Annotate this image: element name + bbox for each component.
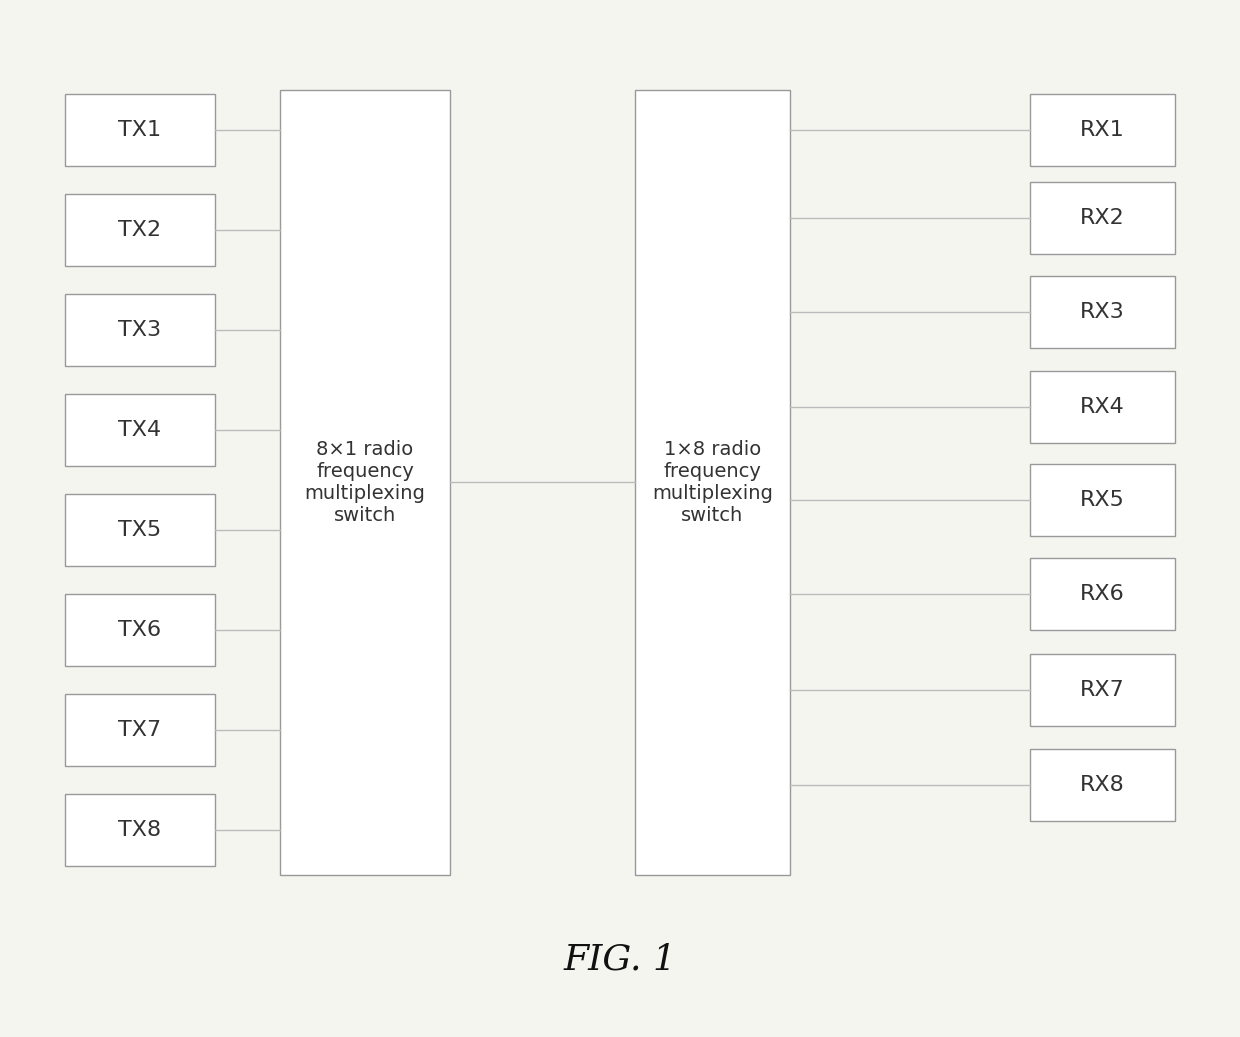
Text: TX1: TX1 (119, 120, 161, 140)
Text: RX4: RX4 (1080, 397, 1125, 417)
Text: 1×8 radio
frequency
multiplexing
switch: 1×8 radio frequency multiplexing switch (652, 440, 773, 525)
Bar (64, 394, 215, 466)
Bar (64, 694, 215, 766)
Bar (64, 94, 215, 166)
Bar (1030, 371, 1176, 443)
Bar (64, 295, 215, 366)
Text: FIG. 1: FIG. 1 (563, 943, 677, 977)
Text: TX7: TX7 (119, 720, 161, 740)
Bar (1030, 749, 1176, 821)
Bar (64, 594, 215, 666)
Text: RX8: RX8 (1080, 775, 1125, 795)
Text: TX4: TX4 (119, 420, 161, 440)
Bar (1030, 94, 1176, 166)
Bar (635, 90, 790, 875)
Bar (64, 494, 215, 566)
Text: TX8: TX8 (119, 820, 161, 840)
Text: RX5: RX5 (1080, 491, 1125, 510)
Text: RX3: RX3 (1080, 302, 1125, 323)
Bar (64, 794, 215, 866)
Text: TX5: TX5 (118, 520, 161, 540)
Bar (1030, 654, 1176, 726)
Text: RX7: RX7 (1080, 680, 1125, 700)
Text: RX2: RX2 (1080, 208, 1125, 228)
Text: RX6: RX6 (1080, 584, 1125, 604)
Text: 8×1 radio
frequency
multiplexing
switch: 8×1 radio frequency multiplexing switch (305, 440, 425, 525)
Bar (280, 90, 450, 875)
Text: TX3: TX3 (119, 320, 161, 340)
Bar (1030, 464, 1176, 536)
Bar (1030, 276, 1176, 348)
Text: RX1: RX1 (1080, 120, 1125, 140)
Text: TX2: TX2 (119, 220, 161, 240)
Bar (64, 194, 215, 267)
Text: TX6: TX6 (119, 620, 161, 640)
Bar (1030, 558, 1176, 630)
Bar (1030, 183, 1176, 254)
